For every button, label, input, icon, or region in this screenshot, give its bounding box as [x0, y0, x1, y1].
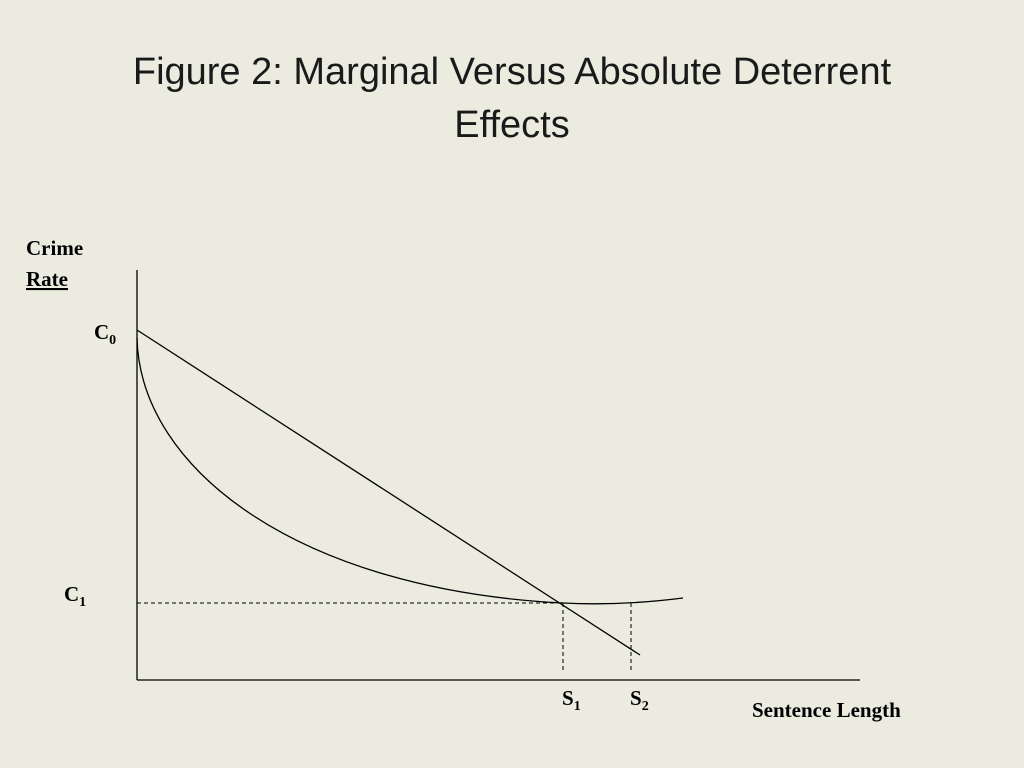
label-main: C [64, 582, 79, 606]
s1-label: S1 [562, 686, 581, 714]
label-sub: 1 [574, 699, 581, 714]
s2-label: S2 [630, 686, 649, 714]
label-main: C [94, 320, 109, 344]
label-main: S [562, 686, 574, 710]
y-axis-label: Crime [26, 236, 83, 260]
marginal-curve [136, 337, 684, 605]
title-line: Figure 2: Marginal Versus Absolute Deter… [133, 51, 892, 93]
label-sub: 0 [109, 333, 116, 348]
axes [136, 270, 860, 681]
absolute-line [136, 329, 641, 656]
c0-label: C0 [94, 320, 116, 348]
label-sub: 1 [79, 595, 86, 610]
label-sub: 2 [642, 699, 649, 714]
c1-label: C1 [64, 582, 86, 610]
title-line: Effects [454, 104, 569, 146]
x-axis-label: Sentence Length [752, 698, 901, 722]
label-main: S [630, 686, 642, 710]
y-axis-label: Rate [26, 267, 68, 291]
